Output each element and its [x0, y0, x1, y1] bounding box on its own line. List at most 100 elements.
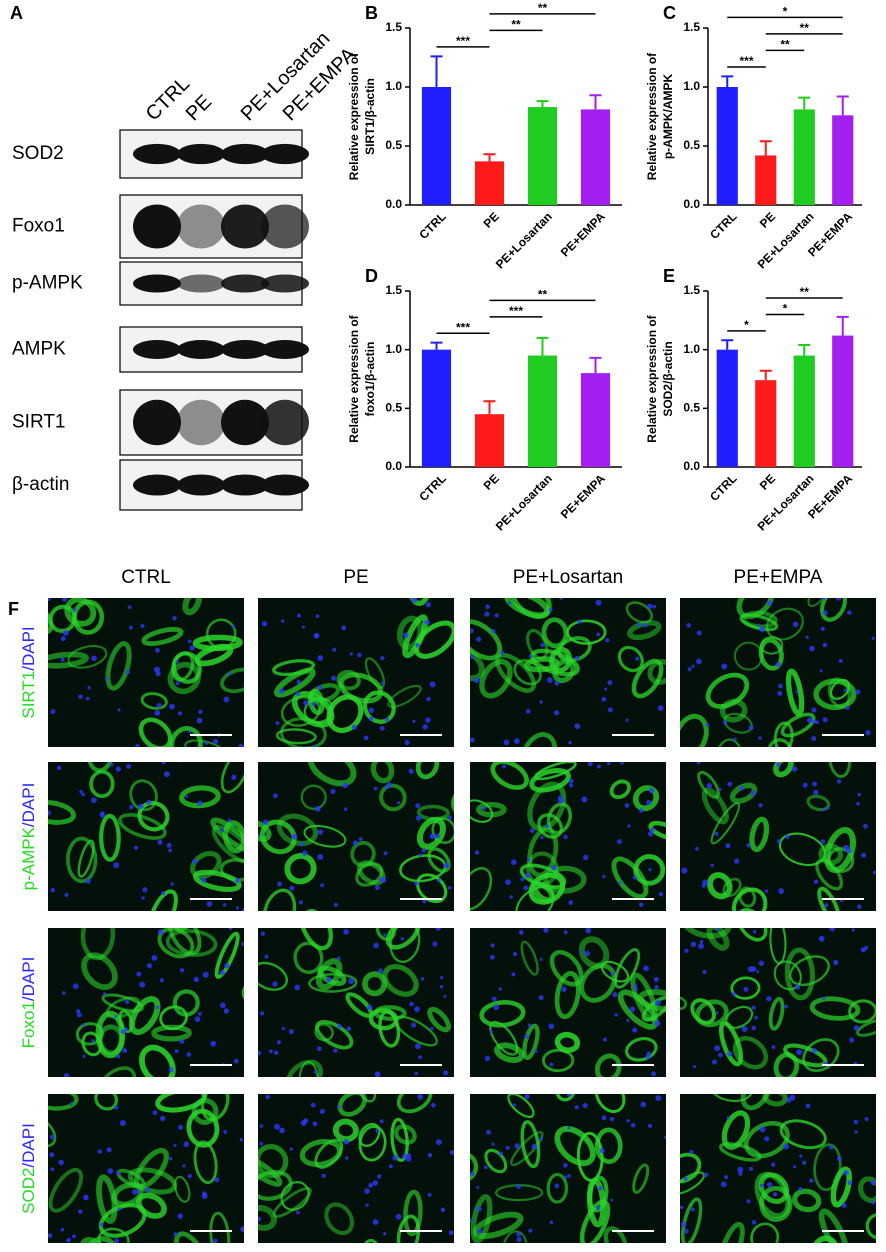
nucleus: [841, 1202, 847, 1209]
nucleus: [766, 995, 772, 1002]
y-tick-label: 0.5: [683, 401, 700, 415]
nucleus: [819, 669, 823, 673]
nucleus: [813, 879, 819, 884]
nucleus: [871, 1200, 876, 1205]
blot-band: [177, 474, 225, 496]
tubule: [286, 563, 316, 587]
nucleus: [50, 887, 56, 893]
nucleus: [561, 986, 567, 992]
nucleus: [566, 1094, 573, 1097]
significance-label: *: [783, 302, 788, 316]
tubule: [818, 843, 844, 866]
nucleus: [66, 1237, 71, 1243]
nucleus: [294, 984, 301, 991]
nucleus: [574, 655, 580, 661]
nucleus: [836, 779, 842, 784]
nucleus: [414, 1006, 420, 1013]
nucleus: [764, 1136, 770, 1142]
nucleus: [653, 976, 659, 982]
tubule: [789, 955, 830, 986]
tubule: [546, 1172, 569, 1204]
nucleus: [680, 1221, 687, 1228]
tubule: [527, 827, 559, 878]
nucleus: [49, 1152, 55, 1158]
nucleus: [805, 1103, 811, 1109]
nucleus: [82, 1054, 86, 1058]
tubule: [210, 817, 244, 853]
tubule: [314, 1242, 346, 1252]
nucleus: [629, 1006, 636, 1013]
nucleus: [699, 939, 704, 944]
micrograph-content: [681, 762, 876, 911]
nucleus: [754, 1015, 758, 1020]
nucleus: [864, 945, 869, 950]
blot-band: [261, 274, 309, 293]
nucleus: [189, 645, 195, 651]
y-axis-label: p-AMPK/AMPK: [661, 74, 675, 160]
nucleus: [690, 1207, 695, 1212]
nucleus: [411, 598, 418, 603]
tubule: [284, 853, 317, 885]
nucleus: [116, 1054, 121, 1059]
nucleus: [681, 867, 688, 874]
micrograph-content: [680, 598, 875, 747]
nucleus: [634, 987, 638, 991]
tubule: [307, 762, 357, 787]
nucleus: [439, 985, 444, 989]
nucleus: [818, 935, 825, 942]
tubule: [594, 1053, 622, 1077]
nucleus: [240, 1226, 244, 1233]
nucleus: [56, 765, 62, 771]
nucleus: [317, 854, 324, 860]
nucleus: [864, 1116, 869, 1121]
nucleus: [473, 677, 480, 684]
micrograph: [48, 928, 244, 1077]
tubule: [389, 928, 421, 963]
tubule: [416, 816, 446, 850]
nucleus: [126, 763, 132, 769]
nucleus: [182, 1164, 186, 1168]
tubule: [167, 661, 201, 695]
nucleus: [179, 1039, 185, 1045]
nucleus: [822, 717, 828, 723]
nucleus: [605, 638, 610, 643]
nucleus: [269, 1049, 273, 1054]
nucleus: [58, 1159, 65, 1166]
nucleus: [483, 1165, 488, 1170]
tubule: [279, 717, 327, 747]
nucleus: [767, 600, 773, 606]
nucleus: [813, 789, 819, 796]
micrograph-content: [470, 762, 666, 911]
nucleus: [366, 1004, 373, 1011]
nucleus: [170, 882, 174, 886]
micrograph: [470, 1094, 666, 1243]
nucleus: [155, 1005, 160, 1010]
nucleus: [526, 858, 531, 862]
nucleus: [540, 835, 544, 840]
nucleus: [723, 720, 728, 725]
nucleus: [528, 654, 533, 658]
micrograph: [680, 928, 876, 1077]
nucleus: [79, 789, 84, 794]
nucleus: [424, 619, 431, 626]
nucleus: [655, 1095, 662, 1102]
nucleus: [90, 797, 97, 804]
nucleus: [120, 1029, 126, 1035]
nucleus: [365, 1203, 369, 1207]
nucleus: [683, 1228, 689, 1234]
nucleus: [702, 970, 707, 975]
nucleus: [317, 685, 323, 690]
tubule: [552, 658, 576, 684]
blot-band: [133, 204, 181, 249]
nucleus: [494, 613, 499, 618]
nucleus: [832, 959, 839, 966]
significance-label: *: [744, 318, 749, 332]
nucleus: [632, 1027, 638, 1033]
nucleus: [596, 632, 601, 637]
nucleus: [261, 621, 268, 627]
tubule: [171, 651, 195, 682]
micrograph: [48, 762, 244, 911]
nucleus: [569, 783, 574, 788]
y-axis-label: foxo1/β-actin: [363, 342, 377, 417]
nucleus: [210, 1040, 217, 1047]
